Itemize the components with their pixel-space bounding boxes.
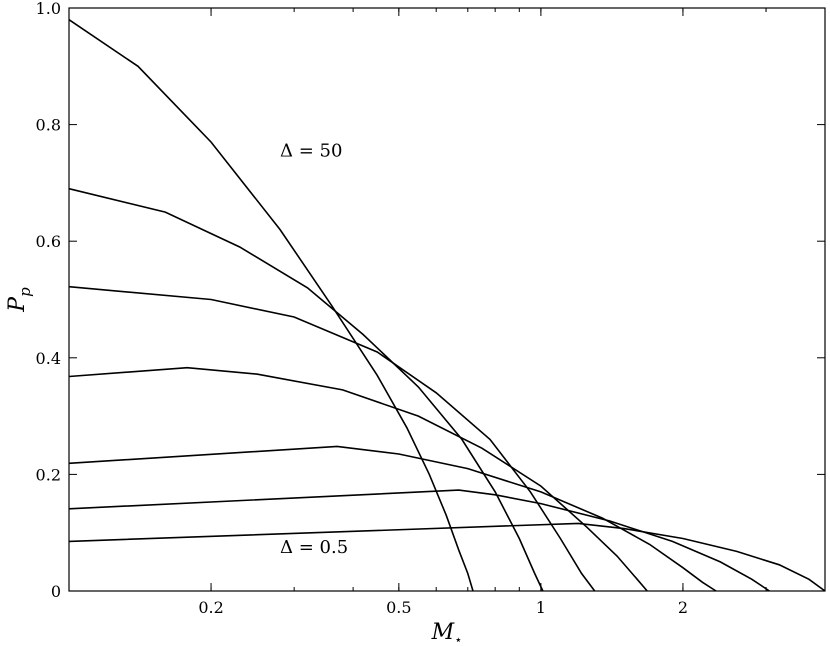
x-tick-label: 0.2 (198, 598, 223, 617)
curves-group (68, 19, 826, 592)
series-line-4 (68, 366, 648, 592)
y-axis-label-main: P (5, 296, 30, 313)
series-line-5 (68, 445, 717, 592)
x-axis-label-main: M (431, 620, 455, 645)
y-tick-label: 0.8 (36, 116, 61, 135)
series-line-7 (68, 522, 826, 592)
series-line-2 (68, 187, 544, 592)
x-tick-label: 1 (536, 598, 546, 617)
series-line-6 (68, 489, 770, 592)
series-line-3 (68, 285, 596, 592)
annotations-group: Δ = 50 Δ = 0.5 (280, 141, 348, 558)
x-tick-label: 0.5 (386, 598, 411, 617)
y-tick-label: 0.2 (36, 465, 61, 484)
annotation-label: Δ = 0.5 (280, 537, 348, 558)
annotation-label: Δ = 50 (280, 141, 342, 162)
x-tick-label: 2 (678, 598, 688, 617)
plot-frame (68, 7, 826, 592)
y-axis-label-sub: p (16, 287, 34, 297)
y-tick-label: 1.0 (36, 0, 61, 18)
x-axis-label-sub: ⋆ (454, 633, 462, 646)
y-tick-label: 0.6 (36, 232, 61, 251)
x-axis-label: M⋆ (431, 620, 463, 646)
y-tick-label: 0.4 (36, 349, 61, 368)
y-tick-label: 0 (51, 582, 61, 601)
series-line-1 (68, 19, 474, 592)
y-axis-label: Pp (5, 287, 34, 313)
ticks-group: 0.2 0.5 1 2 0 0.2 0.4 0.6 0.8 1.0 (36, 0, 826, 617)
